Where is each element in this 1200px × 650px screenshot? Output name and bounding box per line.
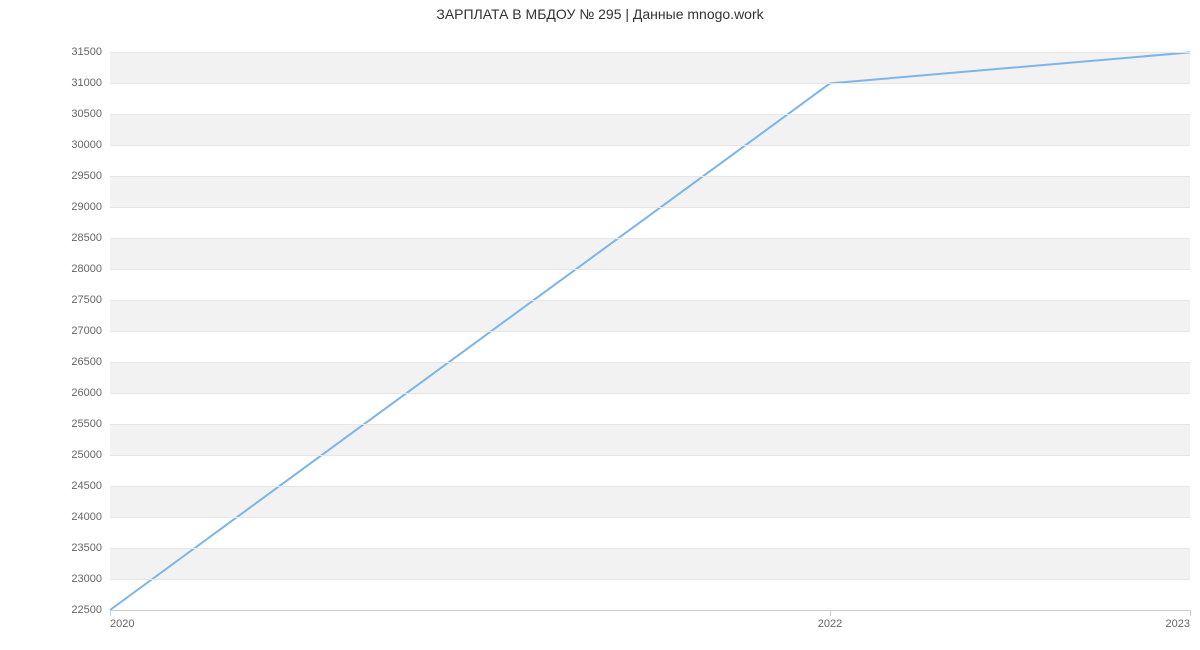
y-tick-label: 27500 [71,294,102,306]
x-tick-mark [830,610,831,616]
y-gridline [110,579,1190,580]
y-gridline [110,517,1190,518]
y-gridline [110,238,1190,239]
y-tick-label: 26500 [71,356,102,368]
y-gridline [110,269,1190,270]
y-tick-label: 30000 [71,139,102,151]
x-tick-label: 2023 [1166,618,1190,630]
y-tick-label: 25500 [71,418,102,430]
y-gridline [110,486,1190,487]
plot-area: 2250023000235002400024500250002550026000… [110,40,1190,610]
x-tick-mark [110,610,111,616]
y-tick-label: 25000 [71,449,102,461]
y-tick-label: 27000 [71,325,102,337]
y-gridline [110,393,1190,394]
y-gridline [110,362,1190,363]
y-gridline [110,300,1190,301]
y-tick-label: 31000 [71,77,102,89]
y-gridline [110,548,1190,549]
y-gridline [110,424,1190,425]
y-tick-label: 23500 [71,542,102,554]
y-tick-label: 28000 [71,263,102,275]
y-tick-label: 23000 [71,573,102,585]
y-tick-label: 29000 [71,201,102,213]
y-gridline [110,52,1190,53]
y-tick-label: 26000 [71,387,102,399]
y-gridline [110,455,1190,456]
y-gridline [110,176,1190,177]
y-gridline [110,83,1190,84]
y-tick-label: 31500 [71,46,102,58]
y-tick-label: 29500 [71,170,102,182]
x-tick-label: 2022 [818,618,842,630]
y-gridline [110,207,1190,208]
x-tick-label: 2020 [110,618,134,630]
y-tick-label: 30500 [71,108,102,120]
chart-title: ЗАРПЛАТА В МБДОУ № 295 | Данные mnogo.wo… [0,6,1200,22]
y-tick-label: 28500 [71,232,102,244]
y-gridline [110,331,1190,332]
y-tick-label: 24000 [71,511,102,523]
y-gridline [110,114,1190,115]
y-gridline [110,145,1190,146]
salary-line-chart: ЗАРПЛАТА В МБДОУ № 295 | Данные mnogo.wo… [0,0,1200,650]
x-tick-mark [1190,610,1191,616]
x-axis-line [110,610,1190,611]
y-tick-label: 22500 [71,604,102,616]
line-series [110,40,1190,610]
y-tick-label: 24500 [71,480,102,492]
